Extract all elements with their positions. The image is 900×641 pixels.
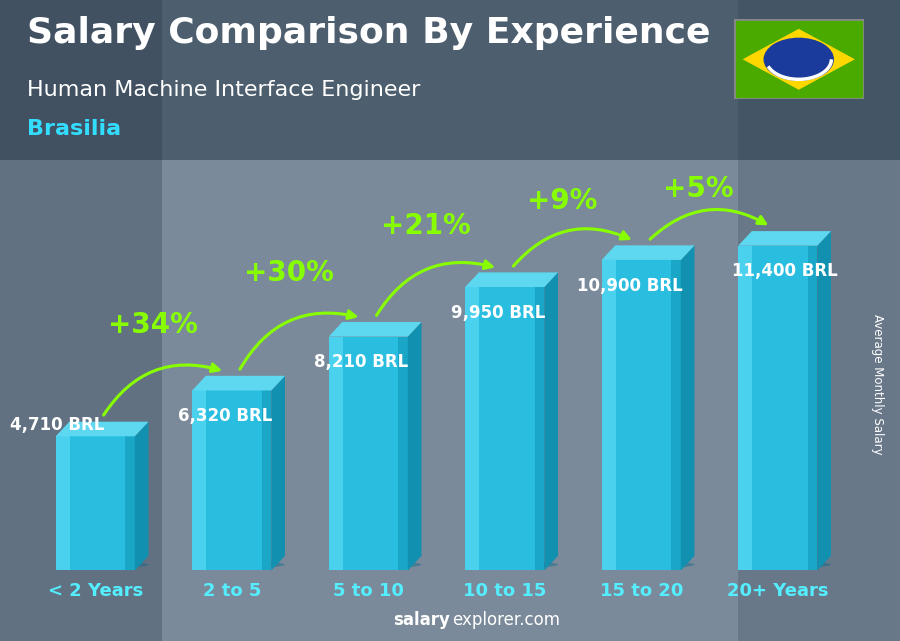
- Bar: [193, 390, 206, 570]
- Polygon shape: [738, 231, 831, 246]
- Polygon shape: [56, 422, 148, 437]
- Text: 11,400 BRL: 11,400 BRL: [732, 262, 837, 280]
- Polygon shape: [328, 322, 421, 337]
- Bar: [465, 287, 480, 570]
- Polygon shape: [602, 246, 695, 260]
- Text: 10,900 BRL: 10,900 BRL: [578, 277, 683, 295]
- Bar: [56, 437, 70, 570]
- Circle shape: [763, 38, 834, 81]
- Bar: [399, 337, 408, 570]
- Text: +5%: +5%: [663, 175, 733, 203]
- Ellipse shape: [602, 561, 695, 569]
- Bar: [193, 390, 271, 570]
- Ellipse shape: [738, 561, 831, 569]
- Ellipse shape: [465, 561, 558, 569]
- Bar: [328, 337, 343, 570]
- Ellipse shape: [193, 561, 285, 569]
- Polygon shape: [465, 272, 558, 287]
- Text: 6,320 BRL: 6,320 BRL: [177, 407, 272, 425]
- Bar: [738, 246, 817, 570]
- Text: +34%: +34%: [108, 311, 197, 339]
- Polygon shape: [742, 29, 855, 90]
- Text: 4,710 BRL: 4,710 BRL: [10, 416, 104, 434]
- Text: Brasilia: Brasilia: [27, 119, 122, 138]
- Text: 8,210 BRL: 8,210 BRL: [314, 353, 409, 371]
- Text: +9%: +9%: [526, 187, 598, 215]
- Text: Human Machine Interface Engineer: Human Machine Interface Engineer: [27, 80, 420, 100]
- Text: +21%: +21%: [381, 212, 471, 240]
- Text: +30%: +30%: [244, 259, 334, 287]
- Polygon shape: [135, 422, 148, 570]
- Polygon shape: [408, 322, 421, 570]
- Bar: [671, 260, 680, 570]
- Bar: [0, 0, 900, 160]
- Bar: [262, 390, 271, 570]
- Bar: [125, 437, 135, 570]
- Polygon shape: [680, 246, 695, 570]
- Bar: [602, 260, 680, 570]
- Polygon shape: [193, 376, 285, 390]
- Polygon shape: [271, 376, 285, 570]
- Text: 9,950 BRL: 9,950 BRL: [451, 304, 545, 322]
- Bar: [465, 287, 544, 570]
- Bar: [808, 246, 817, 570]
- Ellipse shape: [56, 561, 148, 569]
- Bar: [738, 0, 900, 641]
- Polygon shape: [817, 231, 831, 570]
- Bar: [535, 287, 544, 570]
- Bar: [328, 337, 408, 570]
- Ellipse shape: [328, 561, 421, 569]
- Bar: [738, 246, 752, 570]
- Bar: [602, 260, 616, 570]
- Text: Salary Comparison By Experience: Salary Comparison By Experience: [27, 16, 710, 50]
- Bar: [0, 0, 162, 641]
- Text: explorer.com: explorer.com: [452, 612, 560, 629]
- Text: salary: salary: [393, 612, 450, 629]
- Text: Average Monthly Salary: Average Monthly Salary: [871, 314, 884, 455]
- Bar: [56, 437, 135, 570]
- Polygon shape: [544, 272, 558, 570]
